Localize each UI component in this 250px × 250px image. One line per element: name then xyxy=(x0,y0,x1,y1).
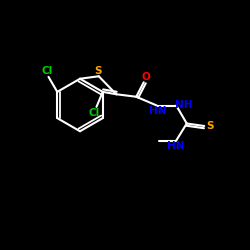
Text: NH: NH xyxy=(174,100,192,110)
Text: S: S xyxy=(206,121,214,131)
Text: Cl: Cl xyxy=(88,108,100,118)
Text: Cl: Cl xyxy=(42,66,53,76)
Text: HN: HN xyxy=(167,141,184,151)
Text: O: O xyxy=(142,72,150,82)
Text: S: S xyxy=(94,66,101,76)
Text: HN: HN xyxy=(149,106,167,116)
